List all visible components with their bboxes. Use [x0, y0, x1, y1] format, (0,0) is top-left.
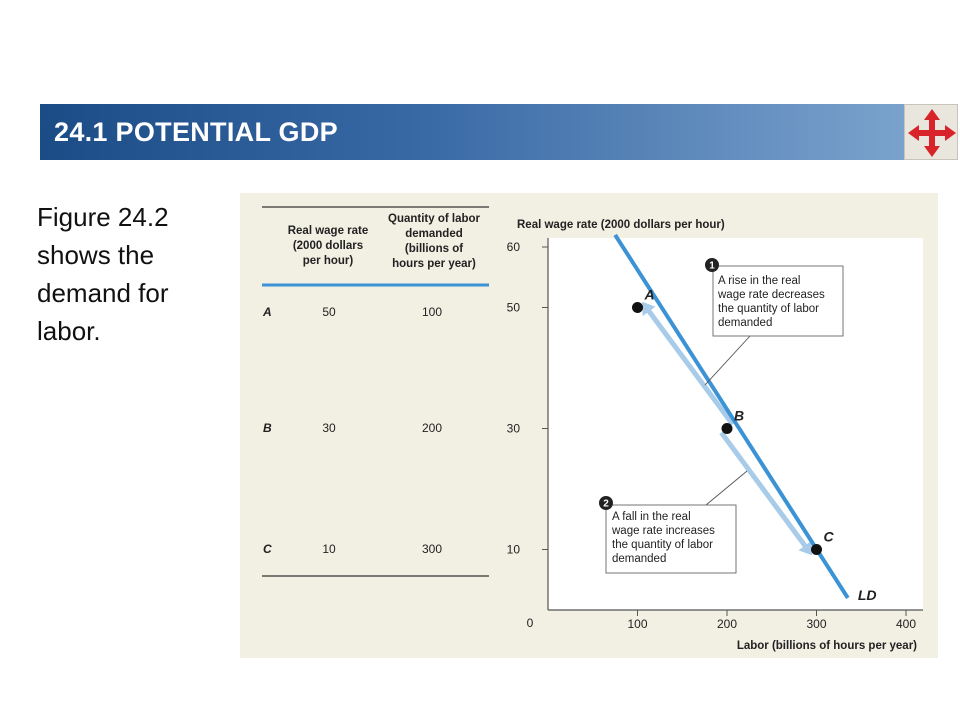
figure-24-2: Real wage rate (2000 dollars per hour) Q…: [240, 193, 938, 658]
rise-arrow-head: [641, 301, 656, 317]
annotation-1-number: 1: [709, 261, 715, 272]
table-header-wage-line-2: (2000 dollars: [293, 240, 363, 252]
fall-arrow-head: [798, 540, 813, 556]
table-header-qty-line-3: (billions of: [405, 243, 463, 255]
table-header-qty-line-1: Quantity of labor: [388, 213, 481, 225]
y-tick-label: 30: [507, 422, 521, 436]
x-tick-label: 100: [627, 617, 647, 631]
annotation-2-leader: [705, 470, 748, 506]
table-row-quantity: 300: [422, 542, 442, 556]
series-label: LD: [858, 587, 877, 603]
annotation-2-line-3: the quantity of labor: [612, 539, 713, 551]
annotation-2-box: [605, 504, 737, 574]
page-title: 24.1 POTENTIAL GDP: [54, 117, 338, 147]
table-header-wage-line-1: Real wage rate: [288, 225, 369, 237]
y-tick-label: 50: [507, 301, 521, 315]
series-line-ld: [613, 233, 850, 599]
table-header-qty-line-4: hours per year): [392, 258, 476, 270]
origin-label: 0: [527, 616, 534, 630]
table-row-label: A: [262, 305, 272, 319]
annotation-2-number: 2: [603, 499, 609, 510]
x-axis-title: Labor (billions of hours per year): [737, 640, 917, 652]
annotation-1-leader: [704, 335, 751, 386]
annotation-2-marker: [599, 496, 613, 510]
annotation-1-box: [712, 265, 844, 337]
series-group: LD: [613, 233, 877, 603]
fall-arrow-shaft: [719, 431, 810, 551]
table-header-wage: Real wage rate (2000 dollars per hour): [288, 225, 369, 267]
annotation-2-line-4: demanded: [612, 553, 666, 565]
point-b: [721, 423, 733, 434]
point-a: [632, 302, 643, 313]
annotation-2-line-2: wage rate increases: [611, 525, 715, 537]
point-label: A: [644, 287, 655, 303]
x-tick-label: 400: [896, 617, 916, 631]
y-axis-title: Real wage rate (2000 dollars per hour): [517, 219, 725, 231]
x-tick-label: 300: [806, 617, 826, 631]
four-way-arrows-icon: [908, 109, 956, 157]
annotation-1-line-3: the quantity of labor: [718, 303, 819, 315]
annotation-1-line-1: A rise in the real: [718, 275, 800, 287]
point-label: B: [734, 408, 744, 424]
y-tick-label: 60: [507, 240, 521, 254]
table-row-quantity: 200: [422, 421, 442, 435]
table-header-wage-line-3: per hour): [303, 255, 354, 267]
table-row-wage: 30: [322, 421, 336, 435]
labor-demand-table: Real wage rate (2000 dollars per hour) Q…: [262, 206, 489, 577]
table-row: B 30 200: [263, 421, 442, 435]
figure-svg: Real wage rate (2000 dollars per hour) Q…: [262, 206, 923, 652]
annotation-1-line-4: demanded: [718, 317, 772, 329]
table-row: C 10 300: [263, 542, 442, 556]
navigation-button[interactable]: [904, 104, 958, 160]
y-tick-label: 10: [507, 543, 521, 557]
annotation-2-line-1: A fall in the real: [612, 511, 691, 523]
table-row-wage: 50: [322, 305, 336, 319]
direction-arrows: [641, 301, 813, 556]
annotation-1-line-2: wage rate decreases: [717, 289, 825, 301]
annotation-2: 2 A fall in the real wage rate increases…: [599, 470, 748, 574]
table-header-quantity: Quantity of labor demanded (billions of …: [388, 213, 481, 270]
labor-demand-chart: Real wage rate (2000 dollars per hour) L…: [507, 219, 923, 652]
point-group: A B C: [632, 287, 835, 555]
body-text: Figure 24.2 shows the demand for labor.: [37, 202, 169, 346]
rise-arrow-shaft: [644, 306, 735, 426]
point-label: C: [824, 529, 835, 545]
table-row-wage: 10: [322, 542, 336, 556]
table-row-label: C: [263, 542, 272, 556]
title-bar: 24.1 POTENTIAL GDP: [40, 104, 904, 160]
x-tick-label: 200: [717, 617, 737, 631]
annotation-1-marker: [705, 258, 719, 272]
table-row: A 50 100: [262, 305, 442, 319]
table-row-label: B: [263, 421, 272, 435]
table-header-qty-line-2: demanded: [405, 228, 463, 240]
annotation-1: 1 A rise in the real wage rate decreases…: [704, 258, 844, 386]
table-row-quantity: 100: [422, 305, 442, 319]
point-c: [811, 544, 822, 555]
